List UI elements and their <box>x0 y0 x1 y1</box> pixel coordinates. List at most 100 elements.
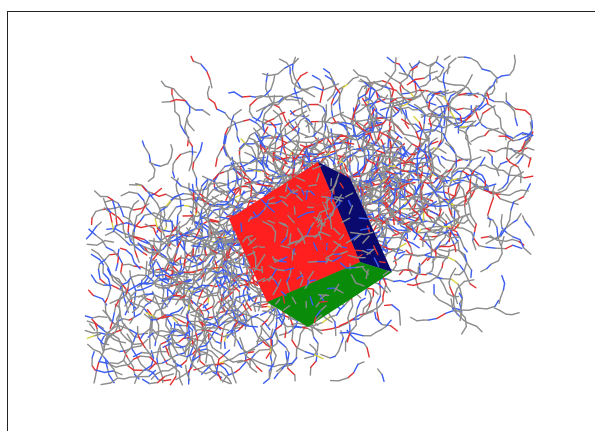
bond-stick <box>465 318 466 327</box>
bond-stick <box>494 108 496 114</box>
bond-stick <box>513 220 517 223</box>
bond-stick <box>285 325 286 332</box>
bond-stick <box>174 347 181 348</box>
bond-stick <box>288 353 290 362</box>
bond-stick <box>234 92 242 97</box>
bond-stick <box>171 328 178 329</box>
bond-stick <box>238 177 239 183</box>
bond-stick <box>100 279 105 283</box>
bond-stick <box>417 320 423 321</box>
bond-stick <box>448 84 454 85</box>
bond-stick <box>412 179 419 180</box>
bond-stick <box>242 162 250 163</box>
bond-stick <box>452 279 459 284</box>
bond-stick <box>121 210 123 217</box>
bond-stick <box>516 109 526 110</box>
bond-stick <box>486 240 493 244</box>
bond-stick <box>171 150 172 158</box>
bond-stick <box>208 93 209 98</box>
bond-stick <box>217 351 222 354</box>
bond-stick <box>255 342 262 346</box>
bond-stick <box>305 356 314 358</box>
bond-stick <box>411 90 420 93</box>
bond-stick <box>275 142 276 151</box>
bond-stick <box>92 316 99 318</box>
bond-stick <box>297 95 300 104</box>
bond-stick <box>124 297 126 304</box>
bond-stick <box>380 188 381 197</box>
bond-stick <box>299 334 301 344</box>
bond-stick <box>385 305 392 306</box>
bond-stick <box>183 194 191 195</box>
bond-stick <box>513 140 519 141</box>
bond-stick <box>494 79 497 83</box>
bond-stick <box>255 350 260 354</box>
bond-stick <box>488 218 493 220</box>
bond-stick <box>491 198 494 206</box>
bond-stick <box>125 310 127 315</box>
bond-stick <box>134 201 139 205</box>
bond-stick <box>487 264 491 269</box>
bond-stick <box>105 200 113 202</box>
bond-stick <box>119 312 121 321</box>
bond-stick <box>361 190 362 195</box>
bond-stick <box>473 241 476 250</box>
bond-stick <box>460 172 462 180</box>
bond-stick <box>320 80 324 88</box>
bond-stick <box>189 324 190 332</box>
bond-stick <box>216 158 218 167</box>
bond-stick <box>496 248 506 249</box>
bond-stick <box>405 164 411 165</box>
bond-stick <box>210 79 212 88</box>
bond-stick <box>312 331 314 337</box>
bond-stick <box>209 339 213 348</box>
bond-stick <box>193 61 201 64</box>
bond-stick <box>333 88 336 95</box>
bond-stick <box>288 368 295 375</box>
bond-stick <box>135 314 141 317</box>
bond-stick <box>467 264 471 271</box>
bond-stick <box>137 257 139 263</box>
bond-stick <box>465 272 468 279</box>
bond-stick <box>206 364 214 365</box>
bond-stick <box>248 352 254 353</box>
bond-stick <box>390 119 391 126</box>
bond-stick <box>248 349 254 351</box>
bond-stick <box>402 171 409 172</box>
bond-stick <box>187 113 190 118</box>
bond-stick <box>212 356 215 363</box>
bond-stick <box>178 307 182 311</box>
bond-stick <box>443 80 445 89</box>
bond-stick <box>280 333 289 336</box>
bond-stick <box>471 270 472 277</box>
bond-stick <box>348 79 353 84</box>
bond-stick <box>225 322 231 325</box>
bond-stick <box>129 264 134 266</box>
bond-stick <box>480 150 488 152</box>
bond-stick <box>274 374 277 379</box>
bond-stick <box>501 215 502 222</box>
bond-stick <box>138 194 144 201</box>
bond-stick <box>434 295 439 300</box>
bond-stick <box>186 101 190 107</box>
bond-stick <box>92 250 99 254</box>
bond-stick <box>156 275 165 276</box>
bond-stick <box>130 271 131 277</box>
bond-stick <box>311 361 316 367</box>
bond-stick <box>179 339 183 343</box>
bond-stick <box>449 180 452 188</box>
bond-stick <box>134 224 135 231</box>
bond-stick <box>493 191 494 198</box>
bond-stick <box>162 102 170 103</box>
bond-stick <box>251 318 252 326</box>
bond-stick <box>492 89 495 94</box>
bond-stick <box>444 124 452 128</box>
bond-stick <box>501 161 508 164</box>
bond-stick <box>292 333 293 341</box>
bond-stick <box>175 112 179 116</box>
bond-stick <box>239 198 241 203</box>
bond-stick <box>258 318 264 322</box>
bond-stick <box>174 89 179 95</box>
bond-stick <box>436 253 441 255</box>
